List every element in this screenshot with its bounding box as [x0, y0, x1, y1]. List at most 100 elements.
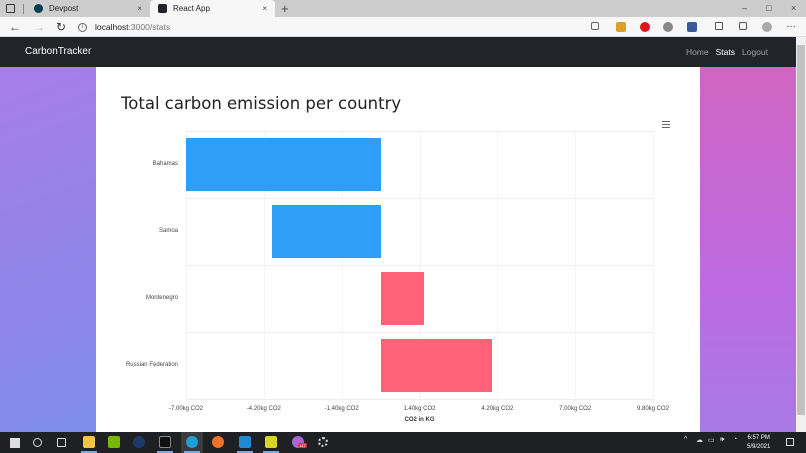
bar-montenegro[interactable]: [380, 272, 424, 325]
edge-browser-icon[interactable]: [186, 436, 198, 448]
react-favicon-icon: [158, 4, 167, 13]
emission-bar-chart: -7.00kg CO2 -4.20kg CO2 -1.40kg CO2 1.40kg …: [96, 67, 700, 432]
stats-card: Total carbon emission per country -7.00k…: [96, 67, 700, 432]
forward-button[interactable]: →: [33, 20, 45, 34]
tab-actions-icon[interactable]: [6, 4, 15, 13]
onedrive-icon[interactable]: ☁: [696, 437, 703, 444]
x-tick-label: -7.00kg CO2: [168, 406, 204, 412]
x-gridline: [653, 131, 654, 403]
x-gridline: [497, 131, 499, 403]
extension-icon[interactable]: [616, 22, 626, 32]
extension-icon[interactable]: [663, 22, 673, 32]
x-gridline: [575, 131, 577, 403]
devpost-favicon-icon: [34, 4, 43, 13]
category-label: Montenegro: [145, 294, 178, 301]
battery-icon[interactable]: ▭: [708, 437, 715, 444]
page-scrollbar[interactable]: [796, 37, 806, 432]
settings-gear-icon[interactable]: [318, 437, 328, 447]
category-label: Bahamas: [152, 160, 178, 167]
row-gridline: [186, 198, 653, 199]
new-tab-button[interactable]: +: [281, 1, 289, 16]
running-indicator: [263, 451, 279, 453]
page-title: Total carbon emission per country: [121, 94, 402, 113]
nav-link-logout[interactable]: Logout: [742, 47, 768, 57]
row-gridline: [186, 265, 653, 266]
url-input[interactable]: i localhost:3000/stats: [78, 19, 608, 35]
minimize-button[interactable]: –: [742, 3, 748, 13]
row-gridline: [186, 399, 653, 400]
scrollbar-thumb[interactable]: [797, 45, 805, 415]
nav-link-stats[interactable]: Stats: [715, 47, 735, 57]
category-label: Samoa: [158, 227, 178, 234]
running-indicator: [81, 451, 97, 453]
x-tick-label: 9.80kg CO2: [636, 406, 670, 412]
tab-close-icon[interactable]: ×: [262, 4, 267, 13]
x-tick-label: -1.40kg CO2: [324, 406, 359, 412]
running-indicator: [184, 451, 200, 453]
x-gridline: [419, 131, 421, 403]
nav-links: Home Stats Logout: [686, 47, 768, 57]
steam-icon[interactable]: [133, 436, 145, 448]
close-window-button[interactable]: ×: [791, 3, 797, 13]
x-tick-label: 1.40kg CO2: [403, 406, 436, 412]
tab-title: Devpost: [49, 4, 79, 13]
tab-separator: [23, 4, 24, 14]
url-host: localhost: [95, 22, 129, 32]
address-bar-row: ← → ↻ i localhost:3000/stats …: [0, 17, 806, 37]
clock-date: 5/9/2021: [747, 444, 771, 450]
terminal-icon[interactable]: [159, 436, 171, 448]
back-button[interactable]: ←: [9, 20, 21, 34]
x-tick-label: 4.20kg CO2: [481, 406, 514, 412]
row-gridline: [186, 332, 653, 333]
postman-icon[interactable]: [212, 436, 224, 448]
start-windows-icon[interactable]: [10, 438, 20, 448]
nav-link-home[interactable]: Home: [685, 47, 709, 57]
notification-badge: 147: [298, 443, 307, 448]
profile-avatar[interactable]: [762, 22, 772, 32]
reload-button[interactable]: ↻: [56, 20, 67, 34]
browser-tab-strip: Devpost × React App × + – □ ×: [0, 0, 806, 17]
chart-menu-icon[interactable]: [662, 121, 670, 129]
system-clock[interactable]: 6:57 PM 5/9/2021: [747, 434, 770, 452]
running-indicator: [237, 451, 253, 453]
x-gridline: [341, 131, 343, 403]
task-view-icon[interactable]: [57, 438, 66, 447]
vscode-icon[interactable]: [239, 436, 251, 448]
bar-russian-federation[interactable]: [380, 339, 492, 392]
tab-devpost[interactable]: Devpost ×: [26, 0, 150, 17]
wifi-icon[interactable]: ◔: [733, 436, 738, 443]
row-gridline: [186, 131, 653, 132]
x-axis-title: CO2 in KG: [404, 417, 435, 423]
volume-icon[interactable]: 🕪: [720, 436, 725, 443]
search-circle-icon[interactable]: [33, 438, 42, 447]
tray-chevron-icon[interactable]: ^: [684, 436, 688, 443]
nvidia-icon[interactable]: [108, 436, 120, 448]
collections-icon[interactable]: [739, 22, 747, 30]
tab-close-icon[interactable]: ×: [137, 4, 142, 13]
x-gridline: [263, 131, 265, 403]
file-explorer-icon[interactable]: [83, 436, 95, 448]
category-label: Russian Federation: [125, 361, 178, 368]
clock-time: 6:57 PM: [747, 435, 770, 441]
favorites-icon[interactable]: [715, 22, 723, 30]
opera-extension-icon[interactable]: [640, 22, 650, 32]
maximize-button[interactable]: □: [766, 3, 772, 13]
running-indicator: [157, 451, 173, 453]
tab-title: React App: [173, 4, 210, 13]
extension-icon[interactable]: [687, 22, 697, 32]
bar-samoa[interactable]: [272, 205, 381, 258]
gradient-background-right: [700, 67, 796, 432]
x-tick-label: -4.20kg CO2: [246, 406, 281, 412]
bar-bahamas[interactable]: [186, 138, 381, 191]
brand-logo[interactable]: CarbonTracker: [25, 46, 92, 57]
windows-taskbar: 147 ^ ☁ ▭ 🕪 ◔ 6:57 PM 5/9/2021: [0, 432, 806, 453]
pycharm-icon[interactable]: [265, 436, 277, 448]
url-path: :3000/stats: [128, 22, 171, 32]
more-menu-icon[interactable]: …: [786, 19, 796, 30]
app-navbar: CarbonTracker Home Stats Logout: [0, 37, 796, 67]
tab-react-app[interactable]: React App ×: [150, 0, 275, 17]
x-gridline: [186, 131, 187, 403]
notification-center-icon[interactable]: [786, 438, 794, 446]
favorite-star-icon[interactable]: [591, 22, 599, 30]
site-info-icon[interactable]: i: [78, 22, 87, 32]
